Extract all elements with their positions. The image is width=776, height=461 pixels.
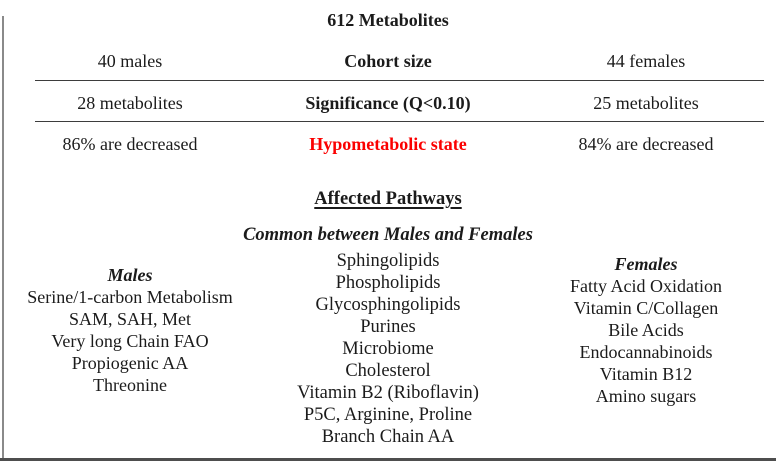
females-decreased-value: 84% are decreased bbox=[578, 134, 714, 154]
pathway-item: Serine/1-carbon Metabolism bbox=[27, 287, 233, 307]
pathway-item: Sphingolipids bbox=[336, 251, 440, 271]
cohort-row: 40 males Cohort size 44 females bbox=[0, 50, 776, 72]
pathway-item: Branch Chain AA bbox=[321, 427, 455, 447]
pathway-item: Very long Chain FAO bbox=[51, 331, 209, 351]
males-cohort-value: 40 males bbox=[97, 51, 163, 71]
significance-label: Significance (Q<0.10) bbox=[305, 93, 471, 113]
pathway-item: Vitamin B12 bbox=[599, 364, 693, 384]
pathway-item: Phospholipids bbox=[335, 273, 441, 293]
hypometabolic-state-label: Hypometabolic state bbox=[309, 134, 467, 154]
pathway-item: Bile Acids bbox=[608, 320, 684, 340]
pathway-item: SAM, SAH, Met bbox=[68, 309, 192, 329]
pathway-item: Microbiome bbox=[342, 339, 434, 359]
figure-frame: 612 Metabolites 40 males Cohort size 44 … bbox=[0, 9, 776, 461]
males-decreased-value: 86% are decreased bbox=[62, 134, 198, 154]
frame-left-border bbox=[2, 16, 4, 461]
significance-row: 28 metabolites Significance (Q<0.10) 25 … bbox=[0, 92, 776, 114]
common-pathways-heading: Common between Males and Females bbox=[243, 225, 533, 245]
pathway-item: Propiogenic AA bbox=[71, 353, 189, 373]
pathway-item: Cholesterol bbox=[345, 361, 431, 381]
males-pathway-column: Males Serine/1-carbon Metabolism SAM, SA… bbox=[0, 250, 260, 448]
divider-top bbox=[35, 80, 764, 81]
figure-title: 612 Metabolites bbox=[327, 10, 449, 30]
males-metabolites-value: 28 metabolites bbox=[77, 93, 183, 113]
females-column-header: Females bbox=[614, 254, 678, 274]
cohort-size-label: Cohort size bbox=[344, 51, 432, 71]
females-metabolites-value: 25 metabolites bbox=[593, 93, 699, 113]
males-column-header: Males bbox=[107, 265, 153, 285]
females-pathway-column: Females Fatty Acid Oxidation Vitamin C/C… bbox=[516, 250, 776, 448]
pathway-item: Endocannabinoids bbox=[579, 342, 713, 362]
pathway-item: Vitamin C/Collagen bbox=[573, 298, 719, 318]
pathway-item: Purines bbox=[360, 317, 416, 337]
pathway-item: Threonine bbox=[93, 375, 167, 395]
pathway-columns: Males Serine/1-carbon Metabolism SAM, SA… bbox=[0, 250, 776, 448]
divider-bottom bbox=[35, 121, 764, 122]
state-row: 86% are decreased Hypometabolic state 84… bbox=[0, 133, 776, 155]
pathway-item: Fatty Acid Oxidation bbox=[570, 276, 722, 296]
pathway-item: Vitamin B2 (Riboflavin) bbox=[297, 383, 479, 403]
affected-pathways-heading: Affected Pathways bbox=[314, 189, 462, 209]
pathway-item: P5C, Arginine, Proline bbox=[303, 405, 473, 425]
pathway-item: Glycosphingolipids bbox=[315, 295, 461, 315]
common-pathway-column: Sphingolipids Phospholipids Glycosphingo… bbox=[260, 250, 516, 448]
pathway-item: Amino sugars bbox=[595, 386, 697, 406]
females-cohort-value: 44 females bbox=[606, 51, 686, 71]
